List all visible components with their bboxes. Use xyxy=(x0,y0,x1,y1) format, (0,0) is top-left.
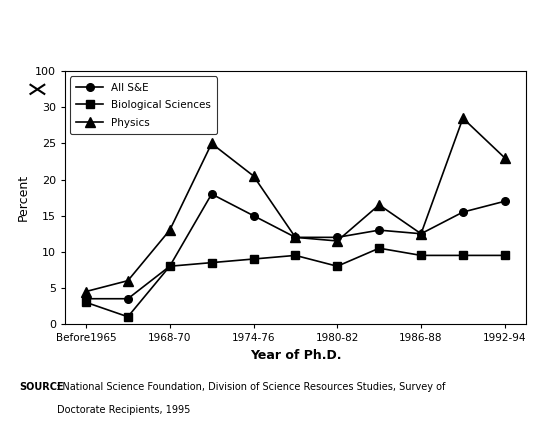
Physics xyxy=(250,173,257,178)
Physics xyxy=(83,289,89,294)
Line: Biological Sciences: Biological Sciences xyxy=(82,245,508,321)
Text: Doctorate Recipients, 1995: Doctorate Recipients, 1995 xyxy=(57,405,190,415)
All S&E xyxy=(166,264,173,269)
Physics xyxy=(166,228,173,233)
Biological Sciences xyxy=(334,264,340,269)
Physics xyxy=(376,202,383,207)
All S&E xyxy=(292,235,299,240)
Biological Sciences xyxy=(166,264,173,269)
All S&E xyxy=(125,296,131,302)
Biological Sciences xyxy=(250,257,257,262)
All S&E xyxy=(460,210,466,215)
All S&E xyxy=(376,228,383,233)
Biological Sciences xyxy=(125,314,131,319)
Text: Figure 2. Percentage of those with any postdoc experience who took last postdoc : Figure 2. Percentage of those with any p… xyxy=(0,17,542,39)
Biological Sciences xyxy=(83,300,89,305)
Physics xyxy=(208,141,215,146)
Y-axis label: Percent: Percent xyxy=(16,174,29,221)
Line: All S&E: All S&E xyxy=(82,190,508,302)
Biological Sciences xyxy=(501,253,508,258)
Physics xyxy=(460,116,466,121)
Text: SOURCE: SOURCE xyxy=(19,382,63,392)
Biological Sciences xyxy=(292,253,299,258)
Physics xyxy=(501,156,508,161)
Text: : National Science Foundation, Division of Science Resources Studies, Survey of: : National Science Foundation, Division … xyxy=(56,382,445,392)
All S&E xyxy=(418,231,424,236)
All S&E xyxy=(250,213,257,218)
Line: Physics: Physics xyxy=(81,114,509,296)
All S&E xyxy=(334,235,340,240)
Physics xyxy=(292,235,299,240)
X-axis label: Year of Ph.D.: Year of Ph.D. xyxy=(250,349,341,362)
All S&E xyxy=(83,296,89,302)
All S&E xyxy=(501,199,508,204)
Biological Sciences xyxy=(208,260,215,265)
Bar xyxy=(28,85,51,94)
Physics xyxy=(334,238,340,244)
Legend: All S&E, Biological Sciences, Physics: All S&E, Biological Sciences, Physics xyxy=(70,76,217,134)
Physics xyxy=(125,278,131,283)
Biological Sciences xyxy=(376,245,383,251)
Biological Sciences xyxy=(460,253,466,258)
All S&E xyxy=(208,191,215,197)
Physics xyxy=(418,231,424,236)
Biological Sciences xyxy=(418,253,424,258)
